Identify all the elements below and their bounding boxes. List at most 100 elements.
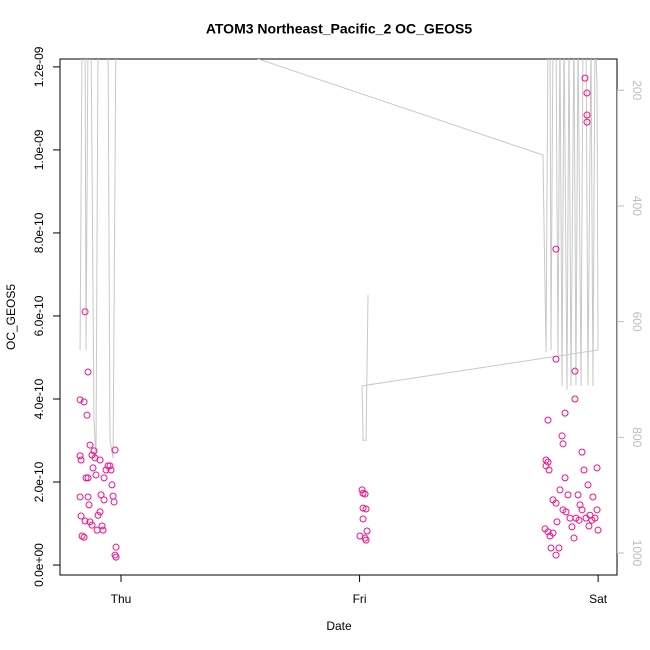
plot-area	[76, 59, 602, 561]
data-point	[545, 466, 553, 474]
data-point	[552, 355, 560, 363]
data-point	[544, 528, 552, 536]
data-point	[361, 534, 369, 542]
data-point	[90, 447, 98, 455]
data-point	[106, 462, 114, 470]
x-axis-label: Date	[326, 619, 352, 633]
data-point	[76, 396, 84, 404]
data-point	[77, 512, 85, 520]
data-point	[112, 543, 120, 551]
data-point	[547, 544, 555, 552]
data-point	[84, 368, 92, 376]
data-point	[76, 452, 84, 460]
data-point	[582, 514, 590, 522]
data-point	[578, 506, 586, 514]
data-point	[570, 534, 578, 542]
chart-title: ATOM3 Northeast_Pacific_2 OC_GEOS5	[206, 21, 473, 37]
data-point	[559, 440, 567, 448]
data-point	[575, 516, 583, 524]
data-point	[108, 481, 116, 489]
data-point	[112, 553, 120, 561]
data-point	[589, 493, 597, 501]
data-point	[107, 466, 115, 474]
y-tick-label: 2.0e-10	[32, 461, 46, 502]
y-axis-label: OC_GEOS5	[4, 284, 18, 350]
data-point	[584, 481, 592, 489]
data-point	[86, 441, 94, 449]
data-point	[84, 493, 92, 501]
data-point	[89, 464, 97, 472]
data-point	[580, 466, 588, 474]
data-point	[77, 456, 85, 464]
data-point	[561, 474, 569, 482]
x-tick-label: Sat	[589, 592, 608, 606]
data-point	[552, 499, 560, 507]
data-point	[102, 466, 110, 474]
data-point	[558, 432, 566, 440]
data-point	[359, 504, 367, 512]
y-tick-label: 6.0e-10	[32, 295, 46, 336]
data-point	[594, 526, 602, 534]
data-point	[552, 245, 560, 253]
data-point	[81, 517, 89, 525]
x-tick-label: Fri	[353, 592, 367, 606]
data-point	[359, 515, 367, 523]
data-point	[362, 505, 370, 513]
data-point	[553, 518, 561, 526]
data-point	[96, 508, 104, 516]
data-point	[98, 522, 106, 530]
data-point	[96, 456, 104, 464]
data-point	[80, 398, 88, 406]
data-point	[83, 411, 91, 419]
data-point	[97, 491, 105, 499]
data-point	[92, 471, 100, 479]
y-tick-label: 8.0e-10	[32, 212, 46, 253]
data-point	[544, 416, 552, 424]
data-point	[581, 74, 589, 82]
y2-tick-label: 200	[630, 80, 644, 100]
data-point	[591, 514, 599, 522]
data-point	[84, 474, 92, 482]
pressure-line	[79, 59, 599, 460]
data-point	[564, 491, 572, 499]
y-tick-label: 0.0e+00	[32, 543, 46, 587]
data-point	[559, 506, 567, 514]
data-point	[100, 474, 108, 482]
data-point	[81, 308, 89, 316]
data-point	[544, 458, 552, 466]
data-point	[555, 544, 563, 552]
data-point	[549, 529, 557, 537]
data-point	[100, 496, 108, 504]
data-point	[583, 118, 591, 126]
data-point	[361, 490, 369, 498]
x-tick-label: Thu	[111, 592, 132, 606]
data-point	[583, 89, 591, 97]
data-point	[568, 523, 576, 531]
y-tick-label: 4.0e-10	[32, 378, 46, 419]
data-point	[552, 551, 560, 559]
data-point	[88, 521, 96, 529]
data-point	[585, 522, 593, 530]
data-point	[110, 498, 118, 506]
data-point	[593, 506, 601, 514]
data-point	[76, 493, 84, 501]
data-point	[593, 464, 601, 472]
data-point	[571, 395, 579, 403]
data-point	[111, 446, 119, 454]
data-point	[574, 491, 582, 499]
y2-tick-label: 400	[630, 196, 644, 216]
data-point	[571, 367, 579, 375]
y-tick-label: 1.2e-09	[32, 46, 46, 87]
y2-tick-label: 1000	[630, 540, 644, 567]
data-point	[80, 533, 88, 541]
data-point	[363, 527, 371, 535]
data-point	[82, 474, 90, 482]
y-tick-label: 1.0e-09	[32, 129, 46, 170]
data-point	[85, 501, 93, 509]
y2-tick-label: 600	[630, 312, 644, 332]
data-point	[578, 448, 586, 456]
data-point	[99, 526, 107, 534]
y2-tick-label: 800	[630, 427, 644, 447]
data-point	[583, 111, 591, 119]
